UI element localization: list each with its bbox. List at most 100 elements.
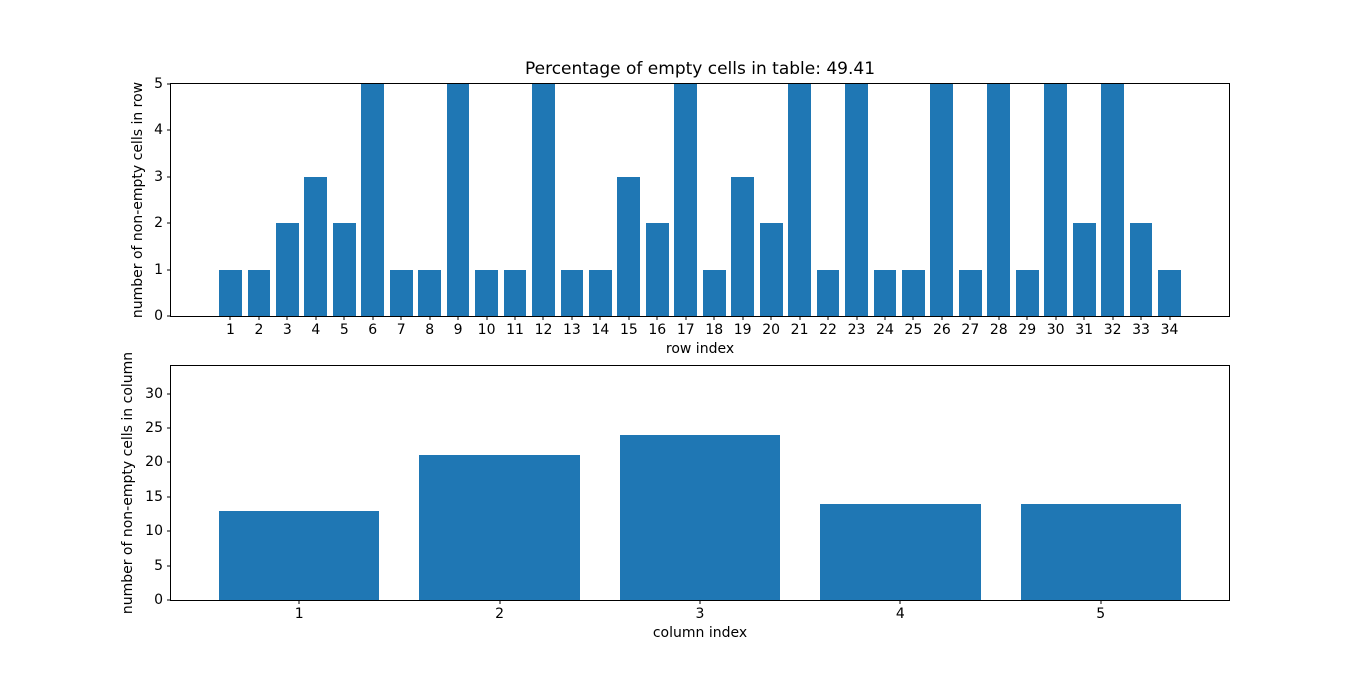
y-tick-label: 30 [145, 385, 163, 402]
row-chart-x-axis-label: row index [665, 341, 735, 357]
x-tick [286, 316, 288, 320]
y-tick-label: 5 [154, 76, 163, 92]
x-tick [1026, 316, 1028, 320]
x-tick [229, 316, 231, 320]
x-tick [899, 600, 901, 604]
bar [1015, 269, 1039, 316]
x-tick-label: 5 [1096, 606, 1106, 622]
x-tick-label: 1 [226, 322, 235, 338]
bar [1101, 84, 1124, 316]
bar [617, 176, 641, 316]
x-tick [298, 600, 300, 604]
x-tick-label: 33 [1132, 322, 1150, 338]
bar [219, 269, 242, 316]
x-tick-label: 20 [762, 322, 781, 338]
bar [845, 84, 868, 316]
y-tick-label: 0 [154, 308, 163, 324]
bar [560, 269, 584, 316]
x-tick [457, 316, 459, 320]
x-tick [499, 600, 501, 604]
x-tick-label: 13 [563, 322, 581, 338]
bar [731, 176, 755, 316]
x-tick [827, 316, 829, 320]
y-tick [167, 565, 171, 567]
y-tick-label: 2 [154, 215, 163, 232]
column-chart-y-axis-label: number of non-empty cells in column [120, 351, 136, 615]
x-tick-label: 31 [1075, 322, 1094, 338]
x-tick [258, 316, 260, 320]
bar [902, 269, 925, 316]
x-tick [599, 316, 601, 320]
bar [418, 269, 442, 316]
bar [446, 84, 470, 316]
x-tick-label: 34 [1160, 322, 1179, 338]
bar [1020, 503, 1181, 600]
x-tick [685, 316, 687, 320]
y-tick-label: 20 [145, 454, 163, 471]
bar [419, 455, 580, 600]
y-tick [167, 599, 171, 601]
bar [276, 223, 299, 316]
x-tick [656, 316, 658, 320]
y-tick-label: 15 [145, 488, 163, 505]
x-tick-label: 32 [1103, 322, 1122, 338]
bar [361, 84, 385, 316]
bar [532, 84, 555, 316]
x-tick-label: 22 [819, 322, 837, 338]
y-tick [167, 269, 171, 271]
x-tick [1112, 316, 1114, 320]
x-tick [343, 316, 345, 320]
row-chart-y-axis-label: number of non-empty cells in row [130, 81, 146, 319]
x-tick-label: 17 [676, 322, 695, 338]
bar [219, 510, 380, 600]
y-tick [167, 83, 171, 85]
bar [503, 269, 527, 316]
x-tick-label: 21 [790, 322, 809, 338]
x-tick-label: 5 [339, 322, 349, 338]
x-tick-label: 11 [506, 322, 524, 338]
bar [674, 84, 698, 316]
x-tick [429, 316, 431, 320]
x-tick-label: 9 [453, 322, 463, 338]
x-tick [571, 316, 573, 320]
x-tick-label: 2 [254, 322, 264, 338]
x-tick [514, 316, 516, 320]
x-tick [628, 316, 630, 320]
bar [816, 269, 840, 316]
column-chart-axes: column index number of non-empty cells i… [120, 352, 1230, 640]
x-tick-label: 16 [648, 322, 667, 338]
bar [820, 503, 981, 600]
chart-title: Percentage of empty cells in table: 49.4… [524, 59, 876, 80]
x-tick-label: 4 [895, 606, 905, 622]
x-tick-label: 23 [847, 322, 866, 338]
y-tick [167, 176, 171, 178]
bar [987, 84, 1011, 316]
bar [332, 223, 356, 316]
x-tick [1055, 316, 1057, 320]
row-chart-axes: Percentage of empty cells in table: 49.4… [130, 60, 1230, 356]
x-tick [1083, 316, 1085, 320]
x-tick-label: 3 [695, 606, 705, 622]
bar [304, 176, 328, 316]
bar [1158, 269, 1181, 316]
y-tick [167, 222, 171, 224]
x-tick [799, 316, 801, 320]
bar [389, 269, 413, 316]
y-tick [167, 129, 171, 131]
y-tick [167, 461, 171, 463]
bar [759, 223, 783, 316]
x-tick [1169, 316, 1171, 320]
x-tick-label: 4 [311, 322, 321, 338]
y-tick-label: 3 [154, 168, 163, 185]
bar [1072, 223, 1096, 316]
x-tick-label: 27 [961, 322, 980, 338]
x-tick [1100, 600, 1102, 604]
x-tick [770, 316, 772, 320]
x-tick-label: 10 [477, 322, 496, 338]
y-tick-label: 0 [154, 592, 163, 608]
bar [589, 269, 612, 316]
y-tick [167, 496, 171, 498]
y-tick-label: 5 [154, 557, 163, 574]
x-tick-label: 26 [932, 322, 951, 338]
